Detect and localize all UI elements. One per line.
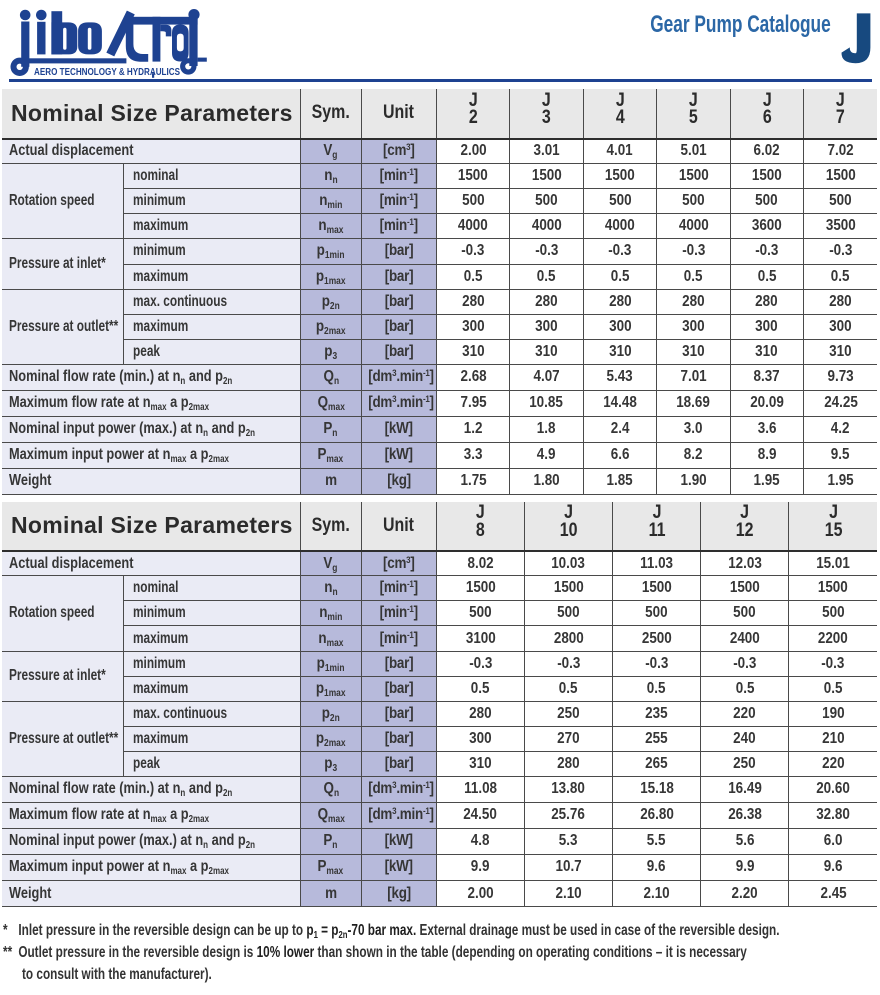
svg-text:AERO TECHNOLOGY & HYDRAULICS: AERO TECHNOLOGY & HYDRAULICS <box>34 67 180 78</box>
